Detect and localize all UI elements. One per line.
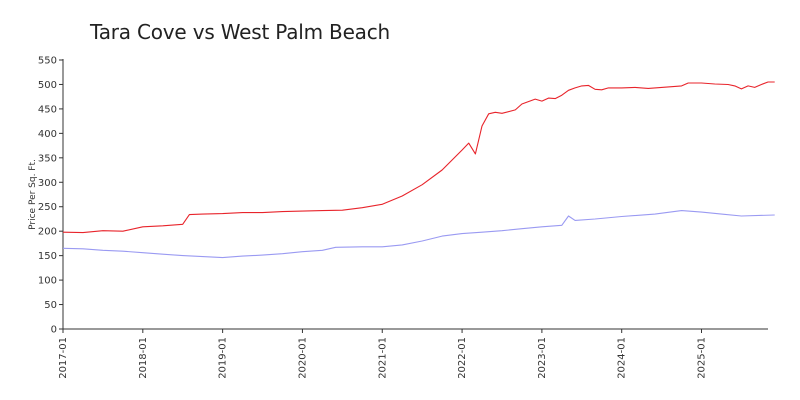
y-tick-label: 50	[44, 300, 57, 311]
chart-title: Tara Cove vs West Palm Beach	[90, 20, 391, 44]
x-tick-label: 2022-01	[457, 337, 468, 379]
y-tick-label: 550	[38, 56, 57, 67]
x-tick-label: 2019-01	[218, 337, 229, 379]
x-tick-label: 2020-01	[297, 337, 308, 379]
series-line-1	[62, 81, 775, 234]
x-tick-label: 2024-01	[617, 337, 628, 379]
series-layer	[62, 81, 775, 259]
y-tick-label: 100	[38, 276, 57, 287]
x-tick-label: 2021-01	[377, 337, 388, 379]
x-tick-label: 2017-01	[58, 337, 69, 379]
x-tick-label: 2018-01	[138, 337, 149, 379]
x-tick-label: 2023-01	[537, 337, 548, 379]
axes: 0 50 100 150 200 250 300 350 400 450 500 550 2017-01…	[28, 56, 768, 379]
y-tick-label: 450	[38, 104, 57, 115]
y-tick-label: 0	[51, 325, 57, 336]
y-tick-label: 500	[38, 80, 57, 91]
series-line-2	[62, 210, 775, 259]
y-tick-label: 300	[38, 178, 57, 189]
y-tick-label: 150	[38, 251, 57, 262]
y-tick-label: 200	[38, 227, 57, 238]
y-tick-label: 400	[38, 129, 57, 140]
y-tick-label: 350	[38, 153, 57, 164]
y-tick-label: 250	[38, 202, 57, 213]
y-axis-title: Price Per Sq. Ft.	[28, 159, 38, 230]
x-tick-label: 2025-01	[697, 337, 708, 379]
